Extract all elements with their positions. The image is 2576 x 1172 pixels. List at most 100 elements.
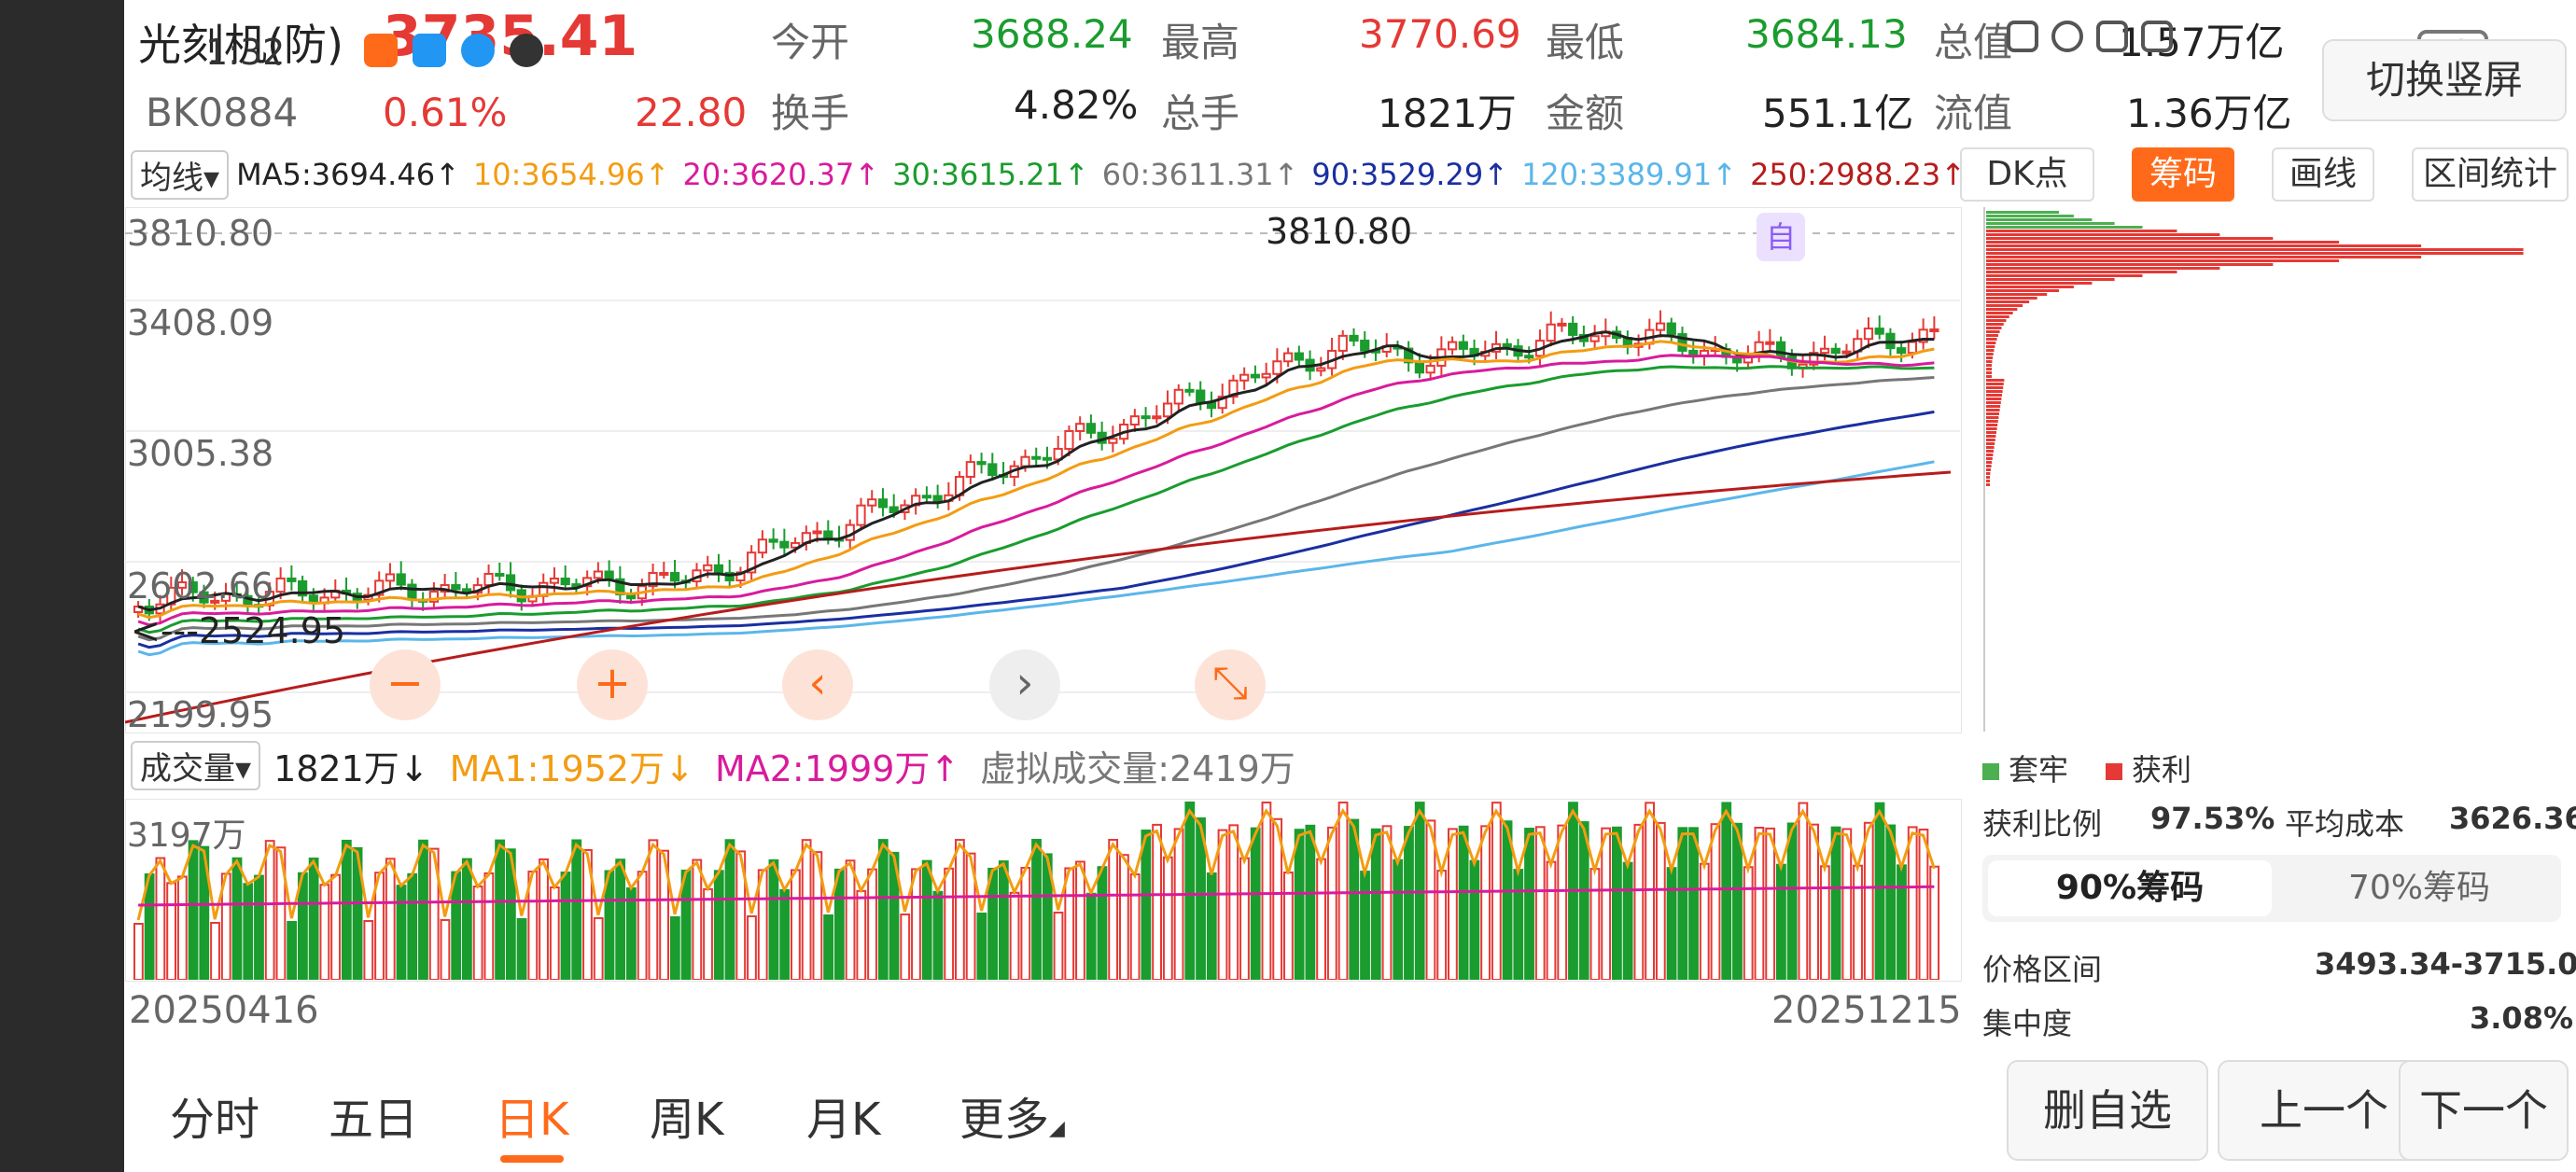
volume-bar xyxy=(330,873,341,980)
next-candle-button[interactable]: › xyxy=(989,649,1060,720)
candle-body xyxy=(867,498,877,507)
candle-body xyxy=(1217,396,1227,410)
ma-value-6: 120:3389.91↑ xyxy=(1521,157,1738,192)
low-marker: <---2524.95 xyxy=(131,610,346,651)
chip-bar xyxy=(1986,271,2177,273)
volume-bar xyxy=(965,852,976,980)
prev-candle-button[interactable]: ‹ xyxy=(782,649,853,720)
ma-value-1: 10:3654.96↑ xyxy=(472,157,670,192)
high-label: 最高 xyxy=(1161,20,1240,65)
range-stats-button[interactable]: 区间统计 xyxy=(2412,147,2569,202)
signal-icon xyxy=(2141,21,2173,52)
volume-bar xyxy=(1206,872,1217,980)
price-chart-panel[interactable] xyxy=(125,207,1962,733)
zoom-in-button[interactable]: + xyxy=(577,649,648,720)
candle-body xyxy=(1425,364,1435,374)
candle-body xyxy=(1830,347,1841,355)
left-black-bar xyxy=(0,0,124,1172)
candle-body xyxy=(1809,352,1819,366)
price-range-label: 价格区间 xyxy=(1982,952,2103,987)
volume-chart-panel[interactable] xyxy=(125,799,1962,982)
tab-five-day[interactable]: 五日 xyxy=(329,1094,419,1146)
volume-bar xyxy=(462,858,472,980)
ma-type-dropdown[interactable]: 均线▾ xyxy=(131,149,230,200)
volume-bar xyxy=(254,874,264,980)
tab-intraday[interactable]: 分时 xyxy=(170,1094,260,1146)
candle-body xyxy=(1316,367,1326,372)
remove-watchlist-button[interactable]: 删自选 xyxy=(2007,1060,2208,1161)
tab-daily-k[interactable]: 日K xyxy=(495,1094,569,1146)
tab-weekly-k[interactable]: 周K xyxy=(650,1094,724,1146)
volume-bar xyxy=(1589,868,1601,980)
volume-current: 1821万↓ xyxy=(273,747,429,789)
next-stock-button[interactable]: 下一个 xyxy=(2399,1060,2569,1161)
volume-bar xyxy=(1162,856,1173,980)
volume-bar xyxy=(155,857,166,980)
volume-bar xyxy=(1381,825,1393,980)
candlestick-chart[interactable] xyxy=(125,207,1960,732)
tab-chip-90[interactable]: 90%筹码 xyxy=(1988,860,2272,916)
candle-body xyxy=(713,564,724,574)
volume-bar xyxy=(955,839,965,980)
chip-bar xyxy=(1986,439,1995,441)
candle-body xyxy=(1064,429,1074,451)
tab-monthly-k[interactable]: 月K xyxy=(806,1094,881,1146)
chip-bar xyxy=(1986,300,2030,303)
candle-body xyxy=(1184,388,1195,393)
candle-body xyxy=(1129,415,1140,426)
candle-body xyxy=(1907,341,1918,355)
chip-bar xyxy=(1986,424,1998,426)
change-amount: 22.80 xyxy=(635,90,748,135)
turnover-value: 4.82% xyxy=(1014,82,1139,128)
chip-bar xyxy=(1986,409,2000,412)
switch-portrait-button[interactable]: 切换竖屏 xyxy=(2322,39,2567,121)
volume-bar xyxy=(210,921,220,980)
volume-bar xyxy=(1830,826,1841,980)
volume-type-dropdown[interactable]: 成交量▾ xyxy=(131,740,261,790)
chip-bar xyxy=(1986,315,2009,318)
candle-body xyxy=(451,584,461,591)
chip-bar xyxy=(1986,289,2060,292)
chip-bar xyxy=(1986,349,1995,352)
tab-more[interactable]: 更多◢ xyxy=(959,1094,1065,1146)
chip-bar xyxy=(1986,278,2115,281)
previous-stock-button[interactable]: 上一个 xyxy=(2218,1060,2430,1161)
profit-swatch-icon xyxy=(2106,763,2123,780)
tab-chip-70[interactable]: 70%筹码 xyxy=(2347,869,2491,907)
volume-bar xyxy=(407,872,418,980)
draw-line-button[interactable]: 画线 xyxy=(2272,147,2374,202)
candle-body xyxy=(987,463,998,477)
ma-value-7: 250:2988.23↑ xyxy=(1750,157,1967,192)
volume-bar xyxy=(396,885,407,980)
chip-button[interactable]: 筹码 xyxy=(2132,147,2234,202)
float-value: 1.36万亿 xyxy=(2126,91,2292,136)
chip-bar xyxy=(1986,211,2060,214)
volume-bar xyxy=(1765,827,1776,980)
chip-bar xyxy=(1986,252,2524,255)
legend-trapped: 套牢 xyxy=(1982,746,2068,789)
dk-point-button[interactable]: DK点 xyxy=(1960,147,2094,202)
volume-bar xyxy=(867,868,877,980)
profit-ratio-label: 获利比例 xyxy=(1982,806,2103,842)
chip-bar xyxy=(1986,379,2005,382)
bluetooth-icon xyxy=(2096,21,2128,52)
volume-bar xyxy=(1480,825,1491,980)
chip-bar xyxy=(1986,353,1994,356)
volume-bar xyxy=(483,872,495,980)
volume-bar xyxy=(385,858,396,980)
zoom-out-button[interactable]: − xyxy=(370,649,441,720)
candle-body xyxy=(505,574,516,592)
chip-bar xyxy=(1986,461,1993,464)
volume-bar xyxy=(1633,823,1645,980)
volume-bar xyxy=(1612,826,1622,980)
volume-chart[interactable] xyxy=(125,799,1960,980)
volume-bar xyxy=(1469,859,1480,980)
price-axis-3: 3005.38 xyxy=(127,433,274,474)
volume-bar xyxy=(1907,826,1918,980)
volume-bar xyxy=(1655,821,1666,980)
collapse-icon[interactable]: ⤡ xyxy=(1195,649,1266,720)
candle-body xyxy=(1546,323,1556,342)
candle-body xyxy=(1283,352,1294,363)
volume-bar xyxy=(1173,828,1184,980)
volume-bar xyxy=(1666,867,1677,980)
